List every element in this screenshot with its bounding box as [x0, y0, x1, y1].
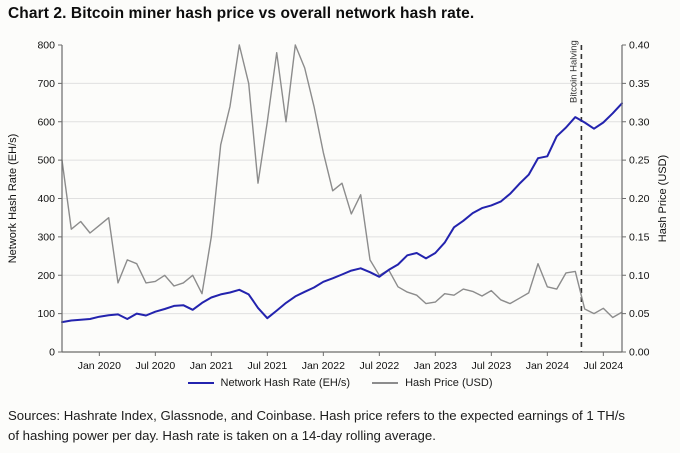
x-tick-label: Jan 2021: [190, 360, 233, 372]
x-tick-label: Jan 2023: [414, 360, 457, 372]
x-tick-label: Jul 2021: [247, 360, 287, 372]
left-tick-label: 400: [37, 193, 55, 205]
right-tick-label: 0.10: [629, 270, 650, 282]
legend-item-hashprice: Hash Price (USD): [372, 377, 493, 389]
hashprice-series-line: [61, 44, 623, 319]
hashrate-line-swatch: [187, 382, 214, 384]
x-tick-label: Jan 2024: [526, 360, 569, 372]
source-note: Sources: Hashrate Index, Glassnode, and …: [8, 406, 674, 447]
left-axis-title: Network Hash Rate (EH/s): [7, 134, 19, 264]
right-tick-label: 0.15: [629, 231, 650, 243]
hashprice-line-swatch: [372, 382, 399, 384]
right-axis-title: Hash Price (USD): [657, 155, 669, 242]
source-line-2: of hashing power per day. Hash rate is t…: [8, 428, 436, 444]
x-tick-label: Jul 2023: [471, 360, 511, 372]
right-tick-label: 0.05: [629, 308, 650, 320]
right-tick-label: 0.00: [629, 347, 650, 359]
left-tick-label: 500: [37, 155, 55, 167]
legend-item-hashrate: Network Hash Rate (EH/s): [187, 377, 351, 389]
legend-label-hashprice: Hash Price (USD): [405, 377, 493, 389]
right-tick-label: 0.25: [629, 155, 650, 167]
left-tick-label: 600: [37, 116, 55, 128]
left-tick-label: 300: [37, 231, 55, 243]
source-line-1: Sources: Hashrate Index, Glassnode, and …: [8, 408, 625, 423]
x-tick-label: Jan 2022: [302, 360, 345, 372]
left-tick-label: 800: [37, 40, 55, 52]
chart-title: Chart 2. Bitcoin miner hash price vs ove…: [8, 5, 475, 22]
x-tick-label: Jul 2020: [135, 360, 175, 372]
chart-plot-area: Bitcoin Halving 0 100 200 300 400 500 600 700 800…: [7, 40, 669, 373]
left-tick-label: 200: [37, 270, 55, 282]
x-tick-label: Jul 2024: [583, 360, 623, 372]
left-tick-label: 0: [49, 347, 55, 359]
hashrate-series-line: [61, 102, 623, 324]
right-tick-label: 0.35: [629, 78, 650, 90]
right-tick-label: 0.30: [629, 116, 650, 128]
left-tick-label: 700: [37, 78, 55, 90]
left-tick-label: 100: [37, 308, 55, 320]
legend-label-hashrate: Network Hash Rate (EH/s): [220, 377, 351, 389]
halving-label: Bitcoin Halving: [568, 40, 579, 103]
chart-legend: Network Hash Rate (EH/s) Hash Price (USD…: [0, 377, 680, 389]
x-tick-label: Jan 2020: [78, 360, 121, 372]
right-tick-label: 0.40: [629, 40, 650, 52]
x-tick-label: Jul 2022: [359, 360, 399, 372]
right-tick-label: 0.20: [629, 193, 650, 205]
